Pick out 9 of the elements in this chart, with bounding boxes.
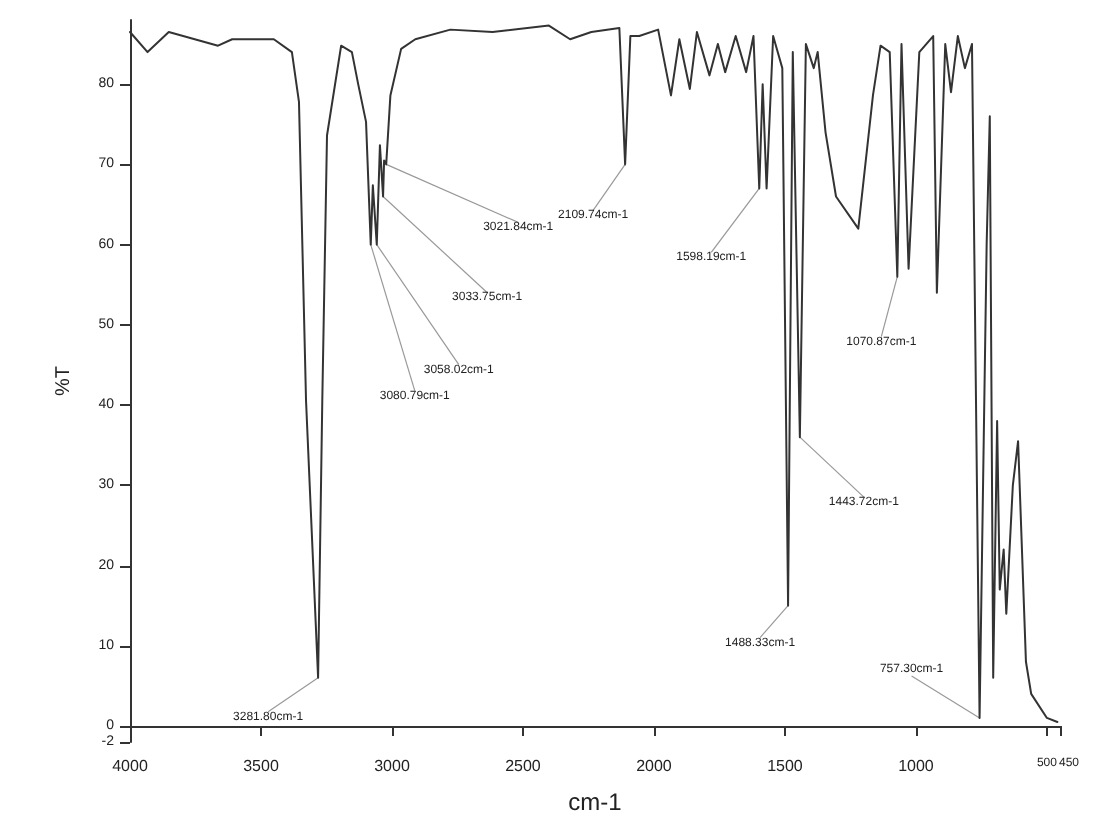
x-tick-label: 3000 [374,757,411,775]
x-tick-label: 3500 [243,757,280,775]
x-tick-label: 2000 [636,757,673,775]
x-axis-title: cm-1 [568,788,623,816]
x-tick-label: 2500 [505,757,542,775]
x-tick-label: 4000 [112,757,149,775]
x-tick-label: 1000 [898,757,935,775]
y-axis-title: %T [53,366,75,396]
x-tick-label: 1500 [767,757,804,775]
